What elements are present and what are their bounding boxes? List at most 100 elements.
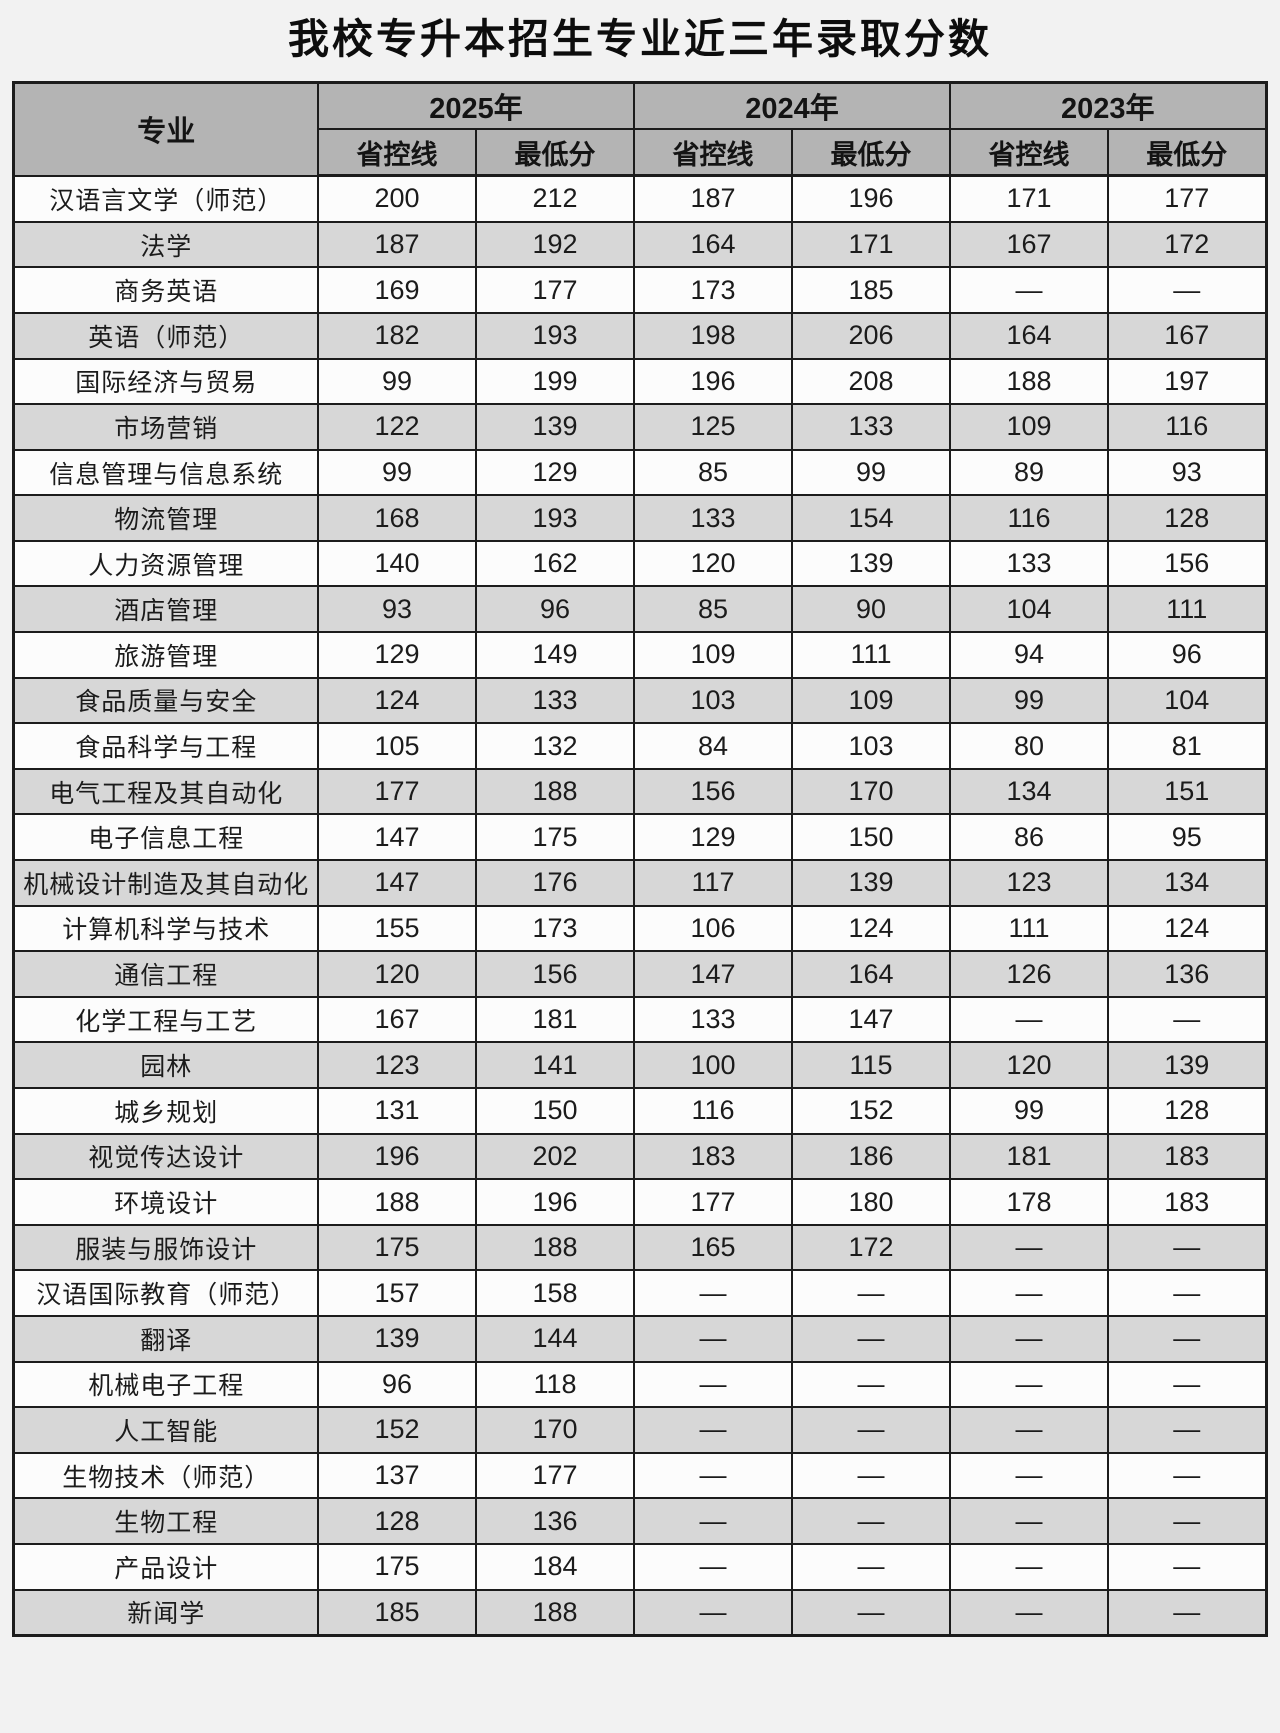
score-cell: — bbox=[949, 1360, 1109, 1409]
score-cell: — bbox=[1106, 1269, 1268, 1317]
score-cell: — bbox=[949, 1314, 1109, 1363]
table-row: 法学 187 192 164 171 167 172 bbox=[12, 220, 1268, 269]
major-name-cell: 食品科学与工程 bbox=[12, 722, 319, 770]
table-header: 专业 2025年 2024年 2023年 省控线 最低分 省控线 最低分 省控线 最低分 bbox=[12, 81, 1268, 178]
score-cell: — bbox=[632, 1497, 793, 1545]
table-row: 城乡规划 131 150 116 152 99 128 bbox=[12, 1087, 1268, 1135]
column-header-sub-control-line: 省控线 bbox=[316, 128, 477, 178]
score-cell: — bbox=[1106, 1223, 1268, 1272]
score-cell: 133 bbox=[790, 403, 952, 451]
score-cell: 129 bbox=[316, 631, 477, 679]
score-cell: 85 bbox=[632, 448, 793, 497]
score-cell: 184 bbox=[474, 1542, 635, 1591]
score-cell: 96 bbox=[316, 1360, 477, 1409]
score-cell: 147 bbox=[790, 995, 952, 1044]
score-cell: 149 bbox=[474, 631, 635, 679]
score-cell: — bbox=[949, 1542, 1109, 1591]
score-cell: 187 bbox=[316, 220, 477, 269]
column-header-sub-min-score: 最低分 bbox=[1106, 128, 1268, 178]
score-cell: 136 bbox=[1106, 950, 1268, 998]
major-name-cell: 视觉传达设计 bbox=[12, 1132, 319, 1181]
score-cell: 172 bbox=[790, 1223, 952, 1272]
score-cell: 139 bbox=[1106, 1041, 1268, 1090]
score-cell: 196 bbox=[316, 1132, 477, 1181]
table-row: 酒店管理 93 96 85 90 104 111 bbox=[12, 585, 1268, 634]
major-name-cell: 新闻学 bbox=[12, 1588, 319, 1637]
score-cell: 137 bbox=[316, 1451, 477, 1500]
score-cell: — bbox=[1106, 1406, 1268, 1454]
table-row: 食品质量与安全 124 133 103 109 99 104 bbox=[12, 676, 1268, 725]
score-cell: 90 bbox=[790, 585, 952, 634]
table-row: 生物技术（师范） 137 177— — — — bbox=[12, 1451, 1268, 1500]
score-cell: 152 bbox=[316, 1406, 477, 1454]
score-cell: 177 bbox=[474, 266, 635, 314]
score-cell: 133 bbox=[632, 995, 793, 1044]
score-cell: 171 bbox=[790, 220, 952, 269]
score-cell: 93 bbox=[1106, 448, 1268, 497]
major-name-cell: 旅游管理 bbox=[12, 631, 319, 679]
score-cell: 84 bbox=[632, 722, 793, 770]
table-row: 信息管理与信息系统 99 129 85 99 89 93 bbox=[12, 448, 1268, 497]
score-cell: — bbox=[790, 1497, 952, 1545]
score-cell: 170 bbox=[474, 1406, 635, 1454]
score-cell: 185 bbox=[790, 266, 952, 314]
table-row: 食品科学与工程 105 132 84 103 80 81 bbox=[12, 722, 1268, 770]
score-cell: — bbox=[790, 1588, 952, 1637]
score-cell: 164 bbox=[632, 220, 793, 269]
score-cell: — bbox=[790, 1360, 952, 1409]
score-cell: 144 bbox=[474, 1314, 635, 1363]
table-row: 电气工程及其自动化 177 188 156 170 134 151 bbox=[12, 767, 1268, 816]
score-cell: — bbox=[632, 1269, 793, 1317]
score-cell: 167 bbox=[316, 995, 477, 1044]
table-row: 视觉传达设计 196 202 183 186 181 183 bbox=[12, 1132, 1268, 1181]
major-name-cell: 生物工程 bbox=[12, 1497, 319, 1545]
score-cell: 197 bbox=[1106, 357, 1268, 406]
major-name-cell: 翻译 bbox=[12, 1314, 319, 1363]
score-cell: 139 bbox=[790, 539, 952, 588]
score-cell: 164 bbox=[949, 311, 1109, 360]
major-name-cell: 商务英语 bbox=[12, 266, 319, 314]
score-cell: 139 bbox=[474, 403, 635, 451]
score-cell: 183 bbox=[632, 1132, 793, 1181]
major-name-cell: 机械设计制造及其自动化 bbox=[12, 859, 319, 907]
major-name-cell: 计算机科学与技术 bbox=[12, 904, 319, 953]
score-cell: 196 bbox=[474, 1178, 635, 1226]
major-name-cell: 食品质量与安全 bbox=[12, 676, 319, 725]
table-row: 电子信息工程 147 175 129 150 86 95 bbox=[12, 813, 1268, 862]
table-row: 市场营销 122 139 125 133 109 116 bbox=[12, 403, 1268, 451]
score-cell: — bbox=[790, 1542, 952, 1591]
score-cell: 120 bbox=[949, 1041, 1109, 1090]
score-cell: 115 bbox=[790, 1041, 952, 1090]
score-cell: 134 bbox=[1106, 859, 1268, 907]
column-header-year-2025: 2025年 bbox=[316, 81, 635, 131]
score-cell: — bbox=[1106, 266, 1268, 314]
column-header-sub-min-score: 最低分 bbox=[474, 128, 635, 178]
score-cell: 118 bbox=[474, 1360, 635, 1409]
score-cell: 169 bbox=[316, 266, 477, 314]
score-cell: 96 bbox=[474, 585, 635, 634]
score-cell: 181 bbox=[474, 995, 635, 1044]
score-cell: 147 bbox=[632, 950, 793, 998]
score-cell: 150 bbox=[474, 1087, 635, 1135]
score-cell: 94 bbox=[949, 631, 1109, 679]
major-name-cell: 汉语国际教育（师范） bbox=[12, 1269, 319, 1317]
score-cell: 131 bbox=[316, 1087, 477, 1135]
score-cell: 181 bbox=[949, 1132, 1109, 1181]
score-cell: 192 bbox=[474, 220, 635, 269]
score-cell: 105 bbox=[316, 722, 477, 770]
score-cell: 95 bbox=[1106, 813, 1268, 862]
score-cell: 139 bbox=[790, 859, 952, 907]
major-name-cell: 通信工程 bbox=[12, 950, 319, 998]
score-cell: 188 bbox=[316, 1178, 477, 1226]
score-cell: 136 bbox=[474, 1497, 635, 1545]
table-row: 汉语国际教育（师范） 157 158— — — — bbox=[12, 1269, 1268, 1317]
score-cell: 158 bbox=[474, 1269, 635, 1317]
major-name-cell: 汉语言文学（师范） bbox=[12, 174, 319, 223]
score-cell: 124 bbox=[790, 904, 952, 953]
score-cell: 126 bbox=[949, 950, 1109, 998]
table-row: 人工智能 152 170— — — — bbox=[12, 1406, 1268, 1454]
score-cell: 139 bbox=[316, 1314, 477, 1363]
score-cell: 165 bbox=[632, 1223, 793, 1272]
score-cell: 170 bbox=[790, 767, 952, 816]
score-cell: 80 bbox=[949, 722, 1109, 770]
